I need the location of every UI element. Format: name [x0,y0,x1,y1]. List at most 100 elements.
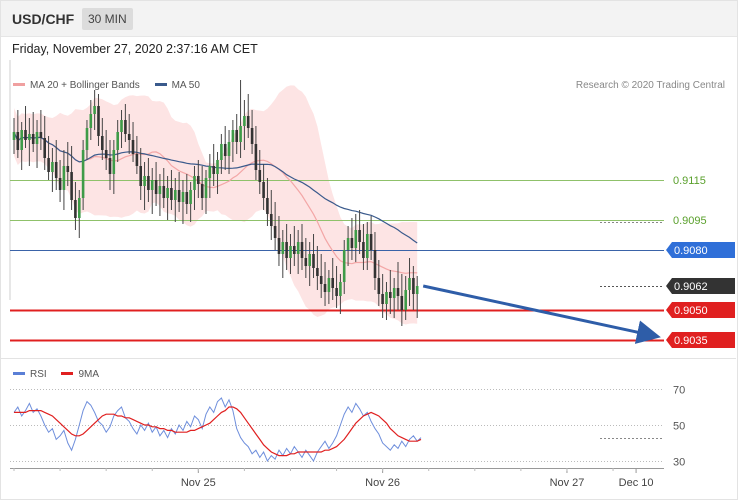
candle-body [127,134,131,140]
candle-body [116,132,119,150]
candle-body [54,162,58,178]
legend-rsi: RSI [13,369,47,380]
candle-body [392,288,396,298]
candle-body [78,198,81,218]
candle-body [193,176,196,190]
candle-body [31,134,35,144]
candle-body [293,246,296,254]
candle-body [208,166,212,178]
candle-body [120,120,123,132]
candle-body [62,166,66,190]
candle-body [47,158,50,172]
candle-body [339,282,342,296]
candle-body [250,128,254,144]
candle-body [185,192,189,204]
time-tick-label: Nov 25 [181,477,216,489]
candle-body [258,170,262,182]
candle-body [200,184,204,198]
candle-body [189,190,192,204]
candle-body [254,144,258,170]
candle-body [262,182,265,198]
candle-body [273,226,277,238]
candle-body [154,180,158,194]
legend-label-rsi: RSI [30,369,47,380]
candle-body [296,242,300,254]
candle-body [197,176,200,184]
candle-body [377,278,381,294]
bollinger-band-area [14,85,418,325]
candle-body [108,158,112,174]
support-label-box [666,302,735,318]
candle-body [354,230,358,248]
legend-swatch-rsi [13,371,25,375]
candle-body [135,154,139,166]
candle-body [24,130,27,140]
rsi-legend: RSI 9MA [13,369,111,380]
legend-ma20-bollinger: MA 20 + Bollinger Bands [13,80,140,91]
candle-body [308,254,311,266]
legend-swatch-ma20 [13,82,25,86]
rsi-tick-label: 30 [673,457,685,469]
candle-body [415,286,419,294]
candle-body [166,188,169,198]
candle-body [404,290,407,310]
last-price-label: 0.9062 [674,281,708,293]
candle-body [289,246,292,258]
candle-body [81,150,85,198]
candle-body [162,186,166,198]
candle-body [216,160,219,174]
time-tick-label: Dec 10 [619,477,654,489]
candle-body [243,116,246,126]
candle-body [304,258,308,266]
resistance-label: 0.9095 [673,215,707,227]
candle-body [104,150,108,158]
candle-body [389,292,392,298]
legend-9ma: 9MA [61,369,99,380]
candle-body [381,294,384,304]
candle-body [231,130,235,142]
time-tick-label: Nov 27 [550,477,585,489]
candle-body [350,238,354,248]
candle-body [204,178,208,198]
support-label-box [666,332,735,348]
support-label: 0.9035 [674,335,708,347]
candle-body [181,192,185,202]
candle-body [408,278,411,290]
candle-body [277,238,281,254]
candle-body [131,140,135,154]
candle-body [177,190,181,202]
candle-body [400,296,404,310]
candle-body [16,132,20,150]
ma50-line [13,131,418,244]
candle-body [58,178,62,190]
candle-body [124,120,127,134]
candle-body [246,116,250,128]
timeframe-badge[interactable]: 30 MIN [82,8,133,30]
candle-body [235,130,238,142]
candle-body [74,200,77,218]
resistance-label: 0.9115 [673,175,706,187]
legend-swatch-ma50 [154,82,167,86]
candle-body [373,250,377,278]
candle-body [139,166,142,186]
candle-body [331,278,334,288]
candle-body [385,292,388,304]
candle-body [327,278,331,292]
candle-body [97,106,100,136]
time-tick-label: Nov 26 [365,477,400,489]
candle-body [285,242,288,258]
candle-body [323,284,327,292]
candle-body [174,190,177,200]
candle-body [143,176,146,186]
rsi-tick-label: 70 [673,385,685,397]
rsi-line [13,397,422,463]
candle-body [266,198,269,214]
candle-body [170,188,173,200]
rsi-tick-label: 50 [673,421,685,433]
candle-body [223,144,227,156]
candle-body [335,288,338,296]
candle-body [227,142,231,156]
candle-body [101,136,104,150]
price-legend: MA 20 + Bollinger Bands MA 50 [13,80,212,91]
candle-body [270,214,273,226]
